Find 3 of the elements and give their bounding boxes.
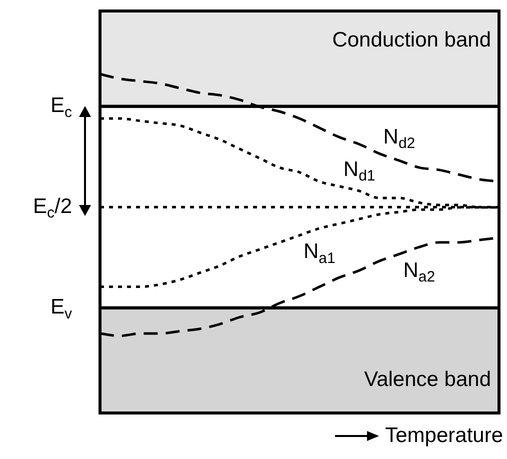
x-axis-title: Temperature	[385, 424, 503, 448]
band-label: Conduction band	[332, 28, 492, 52]
band-label: Valence band	[364, 368, 492, 392]
